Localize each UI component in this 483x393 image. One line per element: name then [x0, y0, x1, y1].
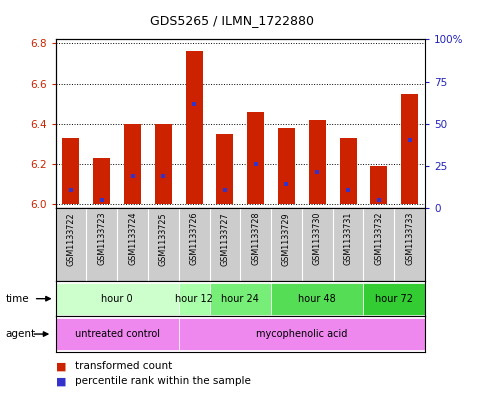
Bar — [179, 318, 425, 350]
Text: percentile rank within the sample: percentile rank within the sample — [75, 376, 251, 386]
Text: GDS5265 / ILMN_1722880: GDS5265 / ILMN_1722880 — [150, 14, 314, 27]
Text: agent: agent — [6, 329, 36, 339]
Text: hour 0: hour 0 — [101, 294, 133, 304]
Text: hour 12: hour 12 — [175, 294, 213, 304]
Bar — [93, 158, 110, 204]
Text: GSM1133728: GSM1133728 — [251, 212, 260, 265]
Text: hour 48: hour 48 — [298, 294, 336, 304]
Text: GSM1133731: GSM1133731 — [343, 212, 353, 265]
Text: GSM1133733: GSM1133733 — [405, 212, 414, 265]
Bar — [56, 283, 179, 314]
Bar — [364, 283, 425, 314]
Bar — [179, 283, 210, 314]
Text: GSM1133723: GSM1133723 — [97, 212, 106, 265]
Bar — [278, 128, 295, 204]
Bar — [155, 124, 172, 204]
Bar — [124, 124, 141, 204]
Bar — [340, 138, 356, 204]
Text: mycophenolic acid: mycophenolic acid — [256, 329, 348, 339]
Text: transformed count: transformed count — [75, 361, 172, 371]
Text: GSM1133730: GSM1133730 — [313, 212, 322, 265]
Text: GSM1133724: GSM1133724 — [128, 212, 137, 265]
Text: GSM1133727: GSM1133727 — [220, 212, 229, 266]
Text: ■: ■ — [56, 376, 66, 386]
Text: untreated control: untreated control — [75, 329, 159, 339]
Bar — [309, 120, 326, 204]
Text: GSM1133726: GSM1133726 — [190, 212, 199, 265]
Bar — [216, 134, 233, 204]
Text: GSM1133722: GSM1133722 — [67, 212, 75, 266]
Bar — [210, 283, 271, 314]
Text: ■: ■ — [56, 361, 66, 371]
Bar — [247, 112, 264, 204]
Bar — [56, 318, 179, 350]
Bar — [370, 166, 387, 204]
Bar — [401, 94, 418, 204]
Text: GSM1133732: GSM1133732 — [374, 212, 384, 265]
Text: hour 24: hour 24 — [221, 294, 259, 304]
Bar — [271, 283, 364, 314]
Text: time: time — [6, 294, 29, 304]
Bar — [185, 51, 202, 204]
Text: GSM1133729: GSM1133729 — [282, 212, 291, 266]
Text: GSM1133725: GSM1133725 — [159, 212, 168, 266]
Bar — [62, 138, 79, 204]
Text: hour 72: hour 72 — [375, 294, 413, 304]
